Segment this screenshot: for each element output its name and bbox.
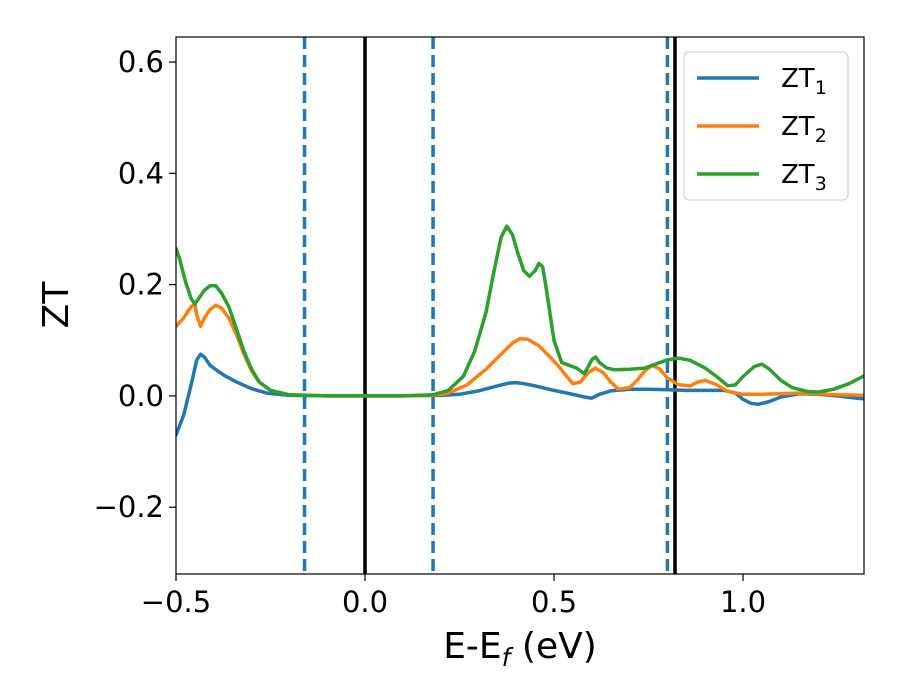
y-axis-title: ZT <box>36 281 77 329</box>
x-tick-label: 0.5 <box>531 585 577 619</box>
y-tick-label: −0.2 <box>94 490 164 524</box>
x-tick-label: 1.0 <box>720 585 766 619</box>
legend-box <box>683 51 849 201</box>
x-axis-ticks: −0.5 0.0 0.5 1.0 <box>141 574 766 619</box>
legend-label-zt1: ZT1 <box>781 64 827 99</box>
series-line-zt1 <box>176 352 864 437</box>
reference-lines <box>302 37 677 574</box>
plot-frame <box>175 36 865 575</box>
legend-label-zt3: ZT3 <box>781 160 827 195</box>
x-tick-label: 0.0 <box>342 585 388 619</box>
series-line-zt3 <box>176 224 864 398</box>
series-lines <box>176 224 864 437</box>
x-axis-title: E-Ef (eV) <box>443 626 597 672</box>
y-tick-label: 0.6 <box>118 45 164 79</box>
x-tick-label: −0.5 <box>141 585 211 619</box>
legend: ZT1 ZT2 ZT3 <box>683 51 849 201</box>
series-line-zt2 <box>176 302 864 398</box>
y-tick-label: 0.4 <box>118 156 164 190</box>
y-tick-label: 0.2 <box>118 268 164 302</box>
y-tick-label: 0.0 <box>118 379 164 413</box>
legend-label-zt2: ZT2 <box>781 112 827 147</box>
y-axis-ticks: −0.2 0.0 0.2 0.4 0.6 <box>94 45 176 524</box>
